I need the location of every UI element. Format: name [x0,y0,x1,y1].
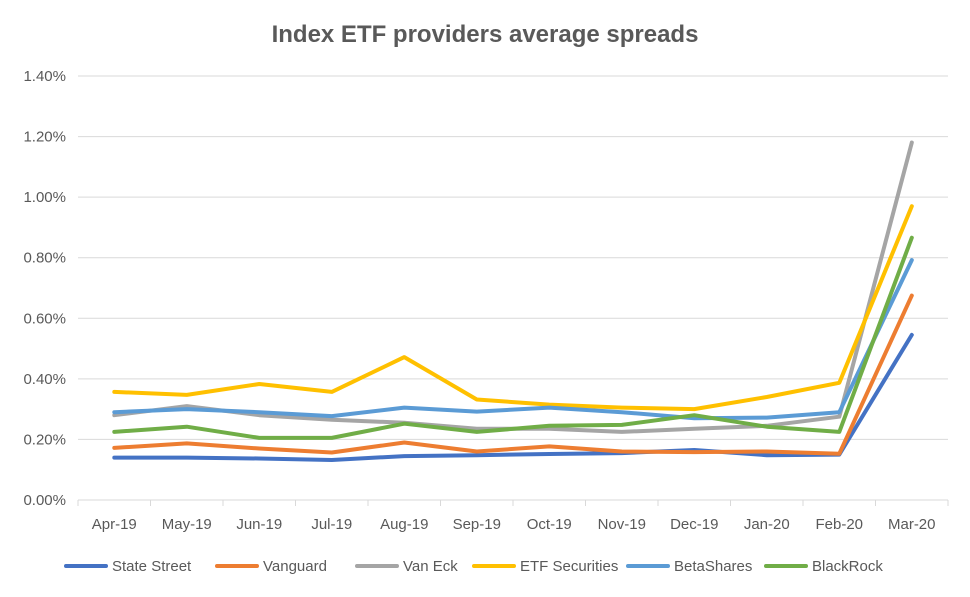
series-line-vanguard [112,293,914,456]
y-tick-label: 0.40% [23,371,66,388]
legend-item: BlackRock [764,558,883,575]
y-tick-label: 0.80% [23,250,66,267]
y-tick-label: 1.20% [23,129,66,146]
gridlines [78,75,948,501]
legend-label: ETF Securities [520,558,618,575]
x-tick-label: Apr-19 [92,516,137,533]
x-tick-label: Mar-20 [888,516,936,533]
legend-label: State Street [112,558,192,575]
y-tick-label: 1.00% [23,189,66,206]
series-line-blackrock [112,235,914,440]
series-line-state-street [112,332,914,462]
x-tick-label: Nov-19 [598,516,646,533]
x-tick-label: Jun-19 [236,516,282,533]
legend-label: BlackRock [812,558,883,575]
x-tick-label: Jul-19 [311,516,352,533]
legend-item: BetaShares [626,558,752,575]
x-tick-label: Feb-20 [815,516,863,533]
legend: State Street Vanguard Van Eck ETF Securitie… [64,558,883,575]
x-tick-label: Aug-19 [380,516,428,533]
legend-label: Van Eck [403,558,458,575]
x-tick-label: Sep-19 [453,516,501,533]
y-tick-label: 0.20% [23,431,66,448]
legend-label: BetaShares [674,558,752,575]
x-tick-label: Dec-19 [670,516,718,533]
y-tick-label: 0.60% [23,310,66,327]
legend-item: Van Eck [355,558,458,575]
legend-item: ETF Securities [472,558,618,575]
x-tick-label: Jan-20 [744,516,790,533]
x-axis: Apr-19 May-19 Jun-19 Jul-19 Aug-19 Sep-19 Oct-… [77,500,949,533]
x-tick-label: May-19 [162,516,212,533]
legend-item: Vanguard [215,558,327,575]
x-tick-label: Oct-19 [527,516,572,533]
y-axis: 0.00% 0.20% 0.40% 0.60% 0.80% 1.00% 1.20% 1.40% [23,68,66,509]
series-line-betashares [112,258,914,421]
y-tick-label: 1.40% [23,68,66,85]
series-lines [112,140,914,462]
legend-item: State Street [64,558,192,575]
legend-label: Vanguard [263,558,327,575]
chart-title: Index ETF providers average spreads [272,21,699,48]
series-line-etf-securities [112,204,914,412]
y-tick-label: 0.00% [23,492,66,509]
